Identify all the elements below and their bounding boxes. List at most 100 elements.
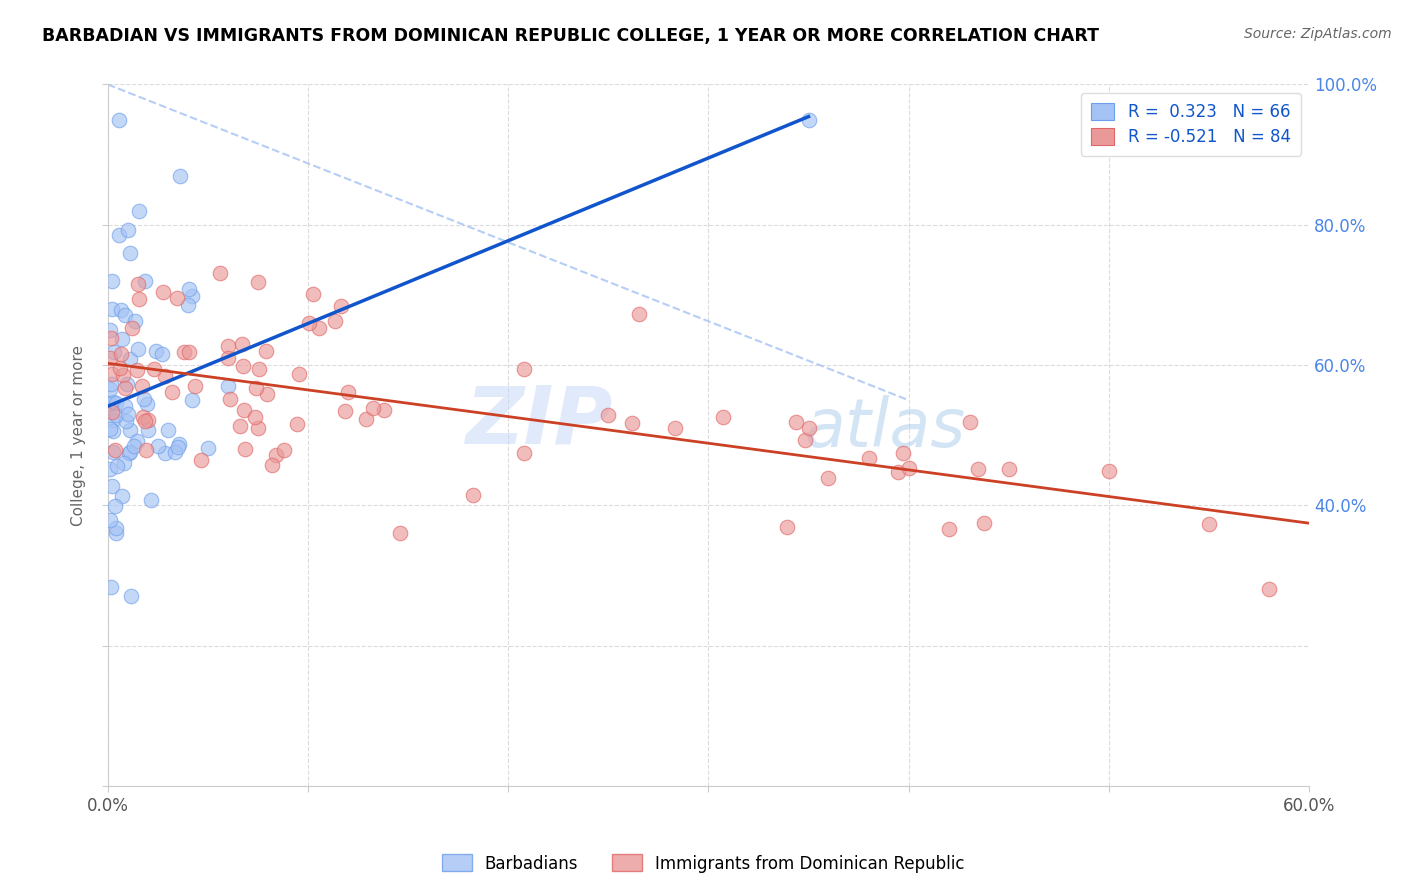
Point — [166, 440, 188, 454]
Point — [101, 478, 124, 492]
Point — [973, 516, 995, 530]
Point — [98, 351, 121, 365]
Point — [298, 317, 321, 331]
Point — [180, 392, 202, 407]
Point — [107, 228, 129, 243]
Point — [100, 377, 122, 392]
Point — [118, 352, 141, 367]
Point — [959, 416, 981, 430]
Point — [256, 387, 278, 401]
Point — [1098, 464, 1121, 478]
Point — [217, 351, 239, 365]
Point — [101, 301, 124, 316]
Point — [246, 420, 269, 434]
Point — [134, 414, 156, 428]
Point — [131, 409, 153, 424]
Text: BARBADIAN VS IMMIGRANTS FROM DOMINICAN REPUBLIC COLLEGE, 1 YEAR OR MORE CORRELAT: BARBADIAN VS IMMIGRANTS FROM DOMINICAN R… — [42, 27, 1099, 45]
Point — [167, 437, 190, 451]
Point — [160, 384, 183, 399]
Point — [142, 362, 165, 376]
Point — [98, 422, 121, 436]
Point — [122, 439, 145, 453]
Point — [127, 342, 149, 356]
Point — [775, 520, 797, 534]
Point — [98, 397, 121, 411]
Point — [105, 396, 128, 410]
Point — [101, 413, 124, 427]
Point — [785, 415, 807, 429]
Point — [285, 417, 308, 431]
Point — [156, 423, 179, 437]
Point — [797, 112, 820, 127]
Point — [104, 499, 127, 513]
Point — [117, 222, 139, 236]
Point — [217, 378, 239, 392]
Point — [112, 368, 135, 383]
Point — [179, 345, 201, 359]
Point — [111, 332, 134, 346]
Point — [886, 465, 908, 479]
Point — [794, 434, 817, 448]
Point — [118, 446, 141, 460]
Point — [897, 460, 920, 475]
Point — [246, 275, 269, 289]
Point — [388, 525, 411, 540]
Point — [598, 408, 620, 422]
Point — [858, 450, 880, 465]
Point — [101, 444, 124, 458]
Point — [110, 347, 132, 361]
Point — [105, 408, 128, 422]
Point — [1258, 582, 1281, 596]
Point — [108, 112, 131, 127]
Point — [98, 513, 121, 527]
Point — [245, 381, 267, 395]
Point — [197, 441, 219, 455]
Point — [302, 287, 325, 301]
Point — [711, 409, 734, 424]
Point — [323, 314, 346, 328]
Point — [354, 411, 377, 425]
Point — [131, 379, 153, 393]
Point — [121, 320, 143, 334]
Point — [181, 289, 204, 303]
Point — [98, 323, 121, 337]
Point — [136, 423, 159, 437]
Point — [110, 302, 132, 317]
Point — [1198, 516, 1220, 531]
Point — [104, 443, 127, 458]
Point — [208, 266, 231, 280]
Point — [152, 285, 174, 300]
Point — [134, 275, 156, 289]
Point — [135, 443, 157, 458]
Point — [217, 339, 239, 353]
Point — [120, 590, 142, 604]
Text: atlas: atlas — [804, 395, 966, 461]
Point — [627, 306, 650, 320]
Point — [373, 402, 395, 417]
Point — [817, 470, 839, 484]
Point — [177, 298, 200, 312]
Point — [114, 308, 136, 322]
Point — [114, 381, 136, 395]
Point — [169, 169, 191, 183]
Point — [336, 385, 359, 400]
Point — [335, 403, 357, 417]
Point — [125, 363, 148, 377]
Point — [100, 580, 122, 594]
Point — [118, 423, 141, 437]
Point — [173, 345, 195, 359]
Point — [153, 368, 176, 383]
Point — [461, 488, 484, 502]
Point — [264, 449, 287, 463]
Point — [288, 367, 311, 381]
Text: Source: ZipAtlas.com: Source: ZipAtlas.com — [1244, 27, 1392, 41]
Point — [262, 458, 284, 472]
Point — [98, 382, 121, 396]
Point — [232, 359, 254, 373]
Point — [145, 344, 167, 359]
Point — [101, 274, 124, 288]
Point — [254, 343, 277, 358]
Point — [177, 282, 200, 296]
Point — [150, 347, 173, 361]
Point — [155, 446, 177, 460]
